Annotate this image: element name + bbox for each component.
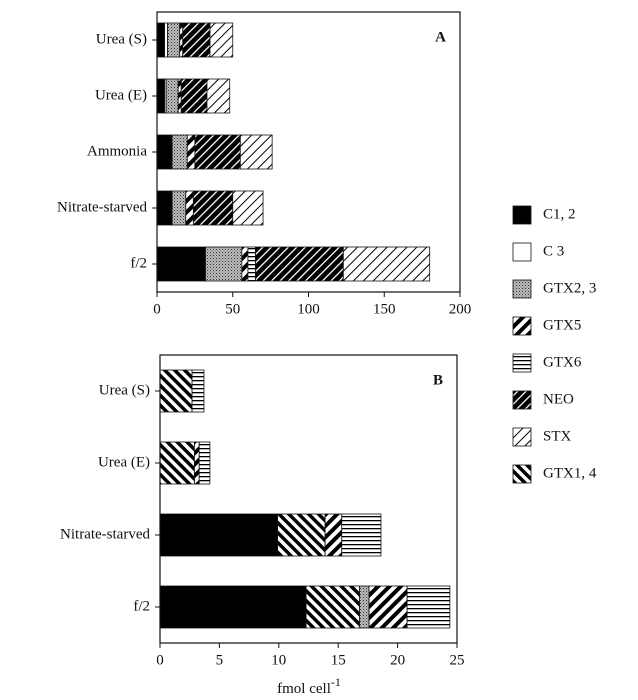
- y-tick-label: Nitrate-starved: [60, 526, 150, 542]
- bar-segment: [194, 134, 241, 170]
- bar-segment: [171, 134, 188, 170]
- bar-segment: [324, 513, 343, 557]
- x-tick-label: 0: [153, 301, 161, 317]
- legend-label: C1, 2: [543, 206, 576, 222]
- y-tick-label: f/2: [133, 598, 150, 614]
- bar-segment: [159, 369, 193, 413]
- panel-label: B: [433, 372, 443, 388]
- x-tick-label: 50: [225, 301, 240, 317]
- bar-segment: [186, 134, 196, 170]
- bar-segment: [192, 190, 234, 226]
- bar-segment: [205, 246, 243, 282]
- y-tick-label: f/2: [130, 255, 147, 271]
- bar-segment: [167, 22, 181, 58]
- legend-swatch: [512, 390, 532, 410]
- bar-segment: [209, 22, 234, 58]
- bar-segment: [359, 585, 370, 629]
- bar-segment: [194, 441, 200, 485]
- y-tick-label: Ammonia: [87, 143, 147, 159]
- bar-segment: [182, 22, 211, 58]
- bar-segment: [156, 134, 173, 170]
- x-tick-label: 150: [373, 301, 396, 317]
- bar-segment: [165, 78, 179, 114]
- bar-segment: [277, 513, 326, 557]
- bar-segment: [156, 190, 173, 226]
- legend-swatch: [512, 279, 532, 299]
- bar-segment: [341, 513, 382, 557]
- bar-segment: [159, 513, 279, 557]
- bar-segment: [156, 22, 165, 58]
- bar-segment: [191, 369, 205, 413]
- y-tick-label: Urea (E): [95, 87, 147, 103]
- bar-segment: [342, 246, 431, 282]
- legend-label: NEO: [543, 391, 574, 407]
- x-axis-title-exponent: -1: [331, 675, 341, 689]
- legend-swatch: [512, 242, 532, 262]
- legend-swatch: [512, 427, 532, 447]
- x-tick-label: 5: [216, 652, 224, 668]
- legend-label: GTX6: [543, 354, 582, 370]
- x-tick-label: 25: [450, 652, 465, 668]
- legend-label: GTX2, 3: [543, 280, 596, 296]
- bar-segment: [171, 190, 187, 226]
- bar-segment: [164, 22, 169, 58]
- x-tick-label: 15: [331, 652, 346, 668]
- legend-swatch: [512, 464, 532, 484]
- bar-segment: [185, 190, 194, 226]
- bar-segment: [206, 78, 231, 114]
- x-tick-label: 100: [297, 301, 320, 317]
- bar-segment: [156, 78, 165, 114]
- bar-segment: [368, 585, 408, 629]
- bar-segment: [241, 246, 249, 282]
- y-tick-label: Urea (S): [96, 31, 147, 47]
- x-axis-title-base: fmol cell: [277, 681, 331, 697]
- plot-frame: [156, 11, 461, 293]
- legend-label: C 3: [543, 243, 564, 259]
- x-tick-label: 20: [390, 652, 405, 668]
- bar-segment: [305, 585, 360, 629]
- bar-segment: [156, 246, 206, 282]
- y-tick-label: Nitrate-starved: [57, 199, 147, 215]
- x-tick-label: 200: [449, 301, 472, 317]
- x-tick-label: 10: [271, 652, 286, 668]
- bar-segment: [406, 585, 451, 629]
- bar-segment: [232, 190, 264, 226]
- legend-label: GTX1, 4: [543, 465, 597, 481]
- panel-label: A: [435, 29, 446, 45]
- legend-label: STX: [543, 428, 572, 444]
- legend-label: GTX5: [543, 317, 581, 333]
- bar-segment: [159, 585, 307, 629]
- bar-segment: [159, 441, 195, 485]
- x-tick-label: 0: [156, 652, 164, 668]
- bar-segment: [180, 78, 208, 114]
- bar-segment: [177, 78, 182, 114]
- x-axis-title: fmol cell-1: [277, 675, 341, 698]
- bar-segment: [198, 441, 211, 485]
- y-tick-label: Urea (E): [98, 454, 150, 470]
- bar-segment: [179, 22, 184, 58]
- legend-swatch: [512, 316, 532, 336]
- plot-frame: [159, 354, 458, 644]
- bar-segment: [255, 246, 344, 282]
- y-tick-label: Urea (S): [99, 382, 150, 398]
- bar-segment: [247, 246, 256, 282]
- legend-swatch: [512, 353, 532, 373]
- legend-swatch: [512, 205, 532, 225]
- bar-segment: [239, 134, 273, 170]
